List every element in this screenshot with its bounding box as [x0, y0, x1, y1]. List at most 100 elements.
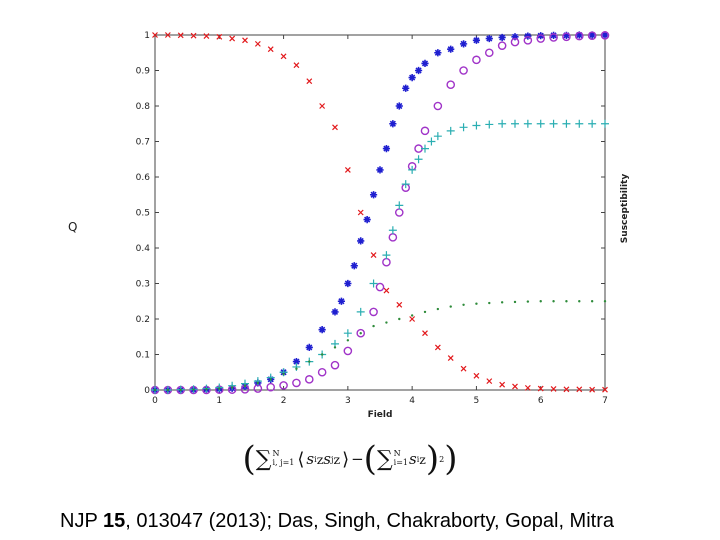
data-point [280, 53, 287, 60]
data-point [447, 45, 455, 53]
formula-term1-sub: z [316, 451, 324, 467]
formula-term3-sup: i [416, 454, 420, 464]
data-point [421, 59, 429, 67]
data-point [446, 80, 456, 89]
formula-open-paren: ( [242, 439, 256, 479]
data-point [356, 328, 366, 338]
data-point [472, 55, 481, 65]
data-point [305, 343, 313, 351]
data-point [153, 388, 157, 392]
formula-sum1-sigma: ∑ [255, 446, 272, 472]
data-point [218, 387, 221, 390]
data-point [420, 126, 430, 136]
x-tick-label: 0 [152, 396, 158, 406]
data-point [574, 31, 584, 41]
data-point [190, 32, 197, 39]
data-point [389, 120, 397, 128]
data-point [333, 346, 337, 349]
data-point [266, 382, 276, 392]
data-point [550, 386, 557, 392]
formula-sum2-sigma: ∑ [376, 446, 393, 472]
data-point [575, 119, 584, 128]
data-point [590, 300, 594, 303]
data-point [279, 381, 288, 390]
data-point [513, 300, 517, 304]
data-point [433, 101, 443, 111]
data-point [398, 317, 401, 321]
y-tick-label: 0.5 [136, 209, 150, 219]
data-point [331, 308, 339, 316]
data-point [292, 358, 301, 366]
data-point [549, 31, 558, 39]
data-point [578, 300, 581, 303]
data-point [357, 237, 365, 245]
data-point [549, 33, 558, 42]
data-point [388, 226, 397, 235]
data-point [460, 365, 467, 372]
x-tick-label: 1 [216, 396, 222, 406]
data-point [395, 201, 404, 210]
data-point [562, 119, 571, 128]
data-point [179, 388, 182, 392]
data-point [375, 282, 385, 292]
y-tick-label: 0.1 [136, 351, 150, 361]
data-point [602, 386, 608, 393]
data-point [459, 40, 468, 48]
data-point [369, 307, 378, 317]
data-point [408, 165, 417, 174]
data-point [254, 40, 261, 47]
data-point [357, 209, 364, 216]
data-point [414, 66, 423, 75]
data-point [229, 35, 236, 42]
data-point [449, 305, 452, 308]
y-tick-label: 0.4 [136, 244, 151, 254]
data-point [459, 123, 468, 132]
data-point [601, 31, 609, 39]
data-point [306, 78, 313, 85]
data-point [376, 166, 384, 174]
formula-langle: ⟨ [297, 448, 305, 470]
data-point [485, 34, 493, 43]
data-point [526, 300, 530, 303]
data-point [575, 31, 583, 39]
data-point [414, 155, 423, 164]
data-point [269, 378, 272, 381]
formula-sum2-limits: N i=1 [394, 449, 408, 468]
data-point [205, 388, 208, 391]
left-axis-title: Q [68, 220, 78, 234]
data-point [588, 31, 596, 39]
data-point [422, 330, 428, 337]
chart: 0 1 2 3 4 5 6 7 0 0.1 0.2 0.3 0.4 0.5 0.6 0.7 0.8 0.9 1 Fi… [136, 31, 630, 420]
data-point [295, 367, 298, 370]
formula-inner-open-paren: ( [363, 439, 377, 479]
data-point [332, 124, 338, 131]
data-point [462, 303, 465, 306]
y-tick-label: 0.6 [136, 173, 151, 183]
data-point [601, 119, 609, 128]
formula-term3: s [409, 450, 417, 468]
formula-term3-sub: z [419, 451, 426, 467]
data-point [350, 262, 358, 270]
data-point [472, 121, 481, 130]
data-point [318, 326, 326, 334]
data-point [337, 297, 346, 305]
data-point [344, 166, 351, 173]
data-point [523, 119, 532, 128]
data-point [498, 119, 507, 128]
data-point [330, 360, 340, 370]
data-series [150, 31, 610, 395]
data-point [562, 32, 571, 42]
x-tick-label: 4 [409, 396, 415, 406]
data-point [242, 37, 248, 44]
data-point [230, 386, 234, 389]
data-point [356, 307, 365, 316]
data-point [216, 33, 223, 40]
x-axis-title: Field [368, 410, 393, 420]
data-point [536, 119, 545, 128]
series-5 [153, 300, 607, 392]
data-point [344, 279, 352, 288]
data-point [363, 216, 371, 224]
formula-term2-sub: z [333, 451, 341, 467]
data-point [421, 144, 429, 153]
data-point [282, 372, 285, 376]
